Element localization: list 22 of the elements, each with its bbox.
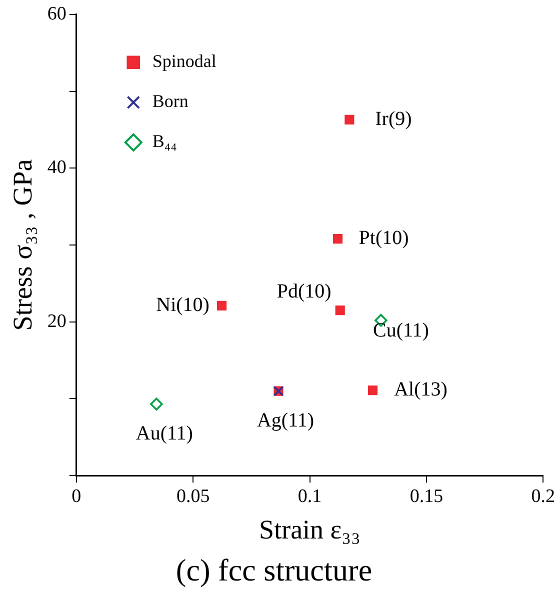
legend-label: Spinodal: [152, 51, 216, 72]
legend-label: Born: [152, 91, 188, 112]
annotation: Pd(10): [276, 280, 332, 303]
x-tick-label: 0.05: [176, 486, 210, 507]
annotation: Au(11): [136, 422, 193, 444]
annotation: Al(13): [394, 378, 448, 401]
legend-label: B₄₄: [152, 131, 177, 152]
x-axis-title: Strain ε₃₃: [259, 514, 360, 545]
y-axis-title: Stress σ₃₃ , GPa: [7, 159, 38, 331]
y-tick-label: 40: [47, 157, 66, 178]
x-tick-label: 0.2: [531, 486, 555, 507]
annotation: Ag(11): [256, 409, 314, 432]
y-tick-label: 60: [47, 3, 66, 24]
x-tick-label: 0: [72, 486, 82, 507]
annotation: Ir(9): [375, 108, 412, 130]
annotation: Pt(10): [358, 227, 409, 250]
x-tick-label: 0.15: [410, 486, 444, 507]
text: (c) fcc structure: [176, 552, 372, 588]
annotation: Ni(10): [156, 294, 210, 316]
annotation: Cu(11): [372, 320, 429, 342]
x-tick-label: 0.1: [298, 486, 322, 507]
y-tick-label: 20: [47, 310, 66, 332]
